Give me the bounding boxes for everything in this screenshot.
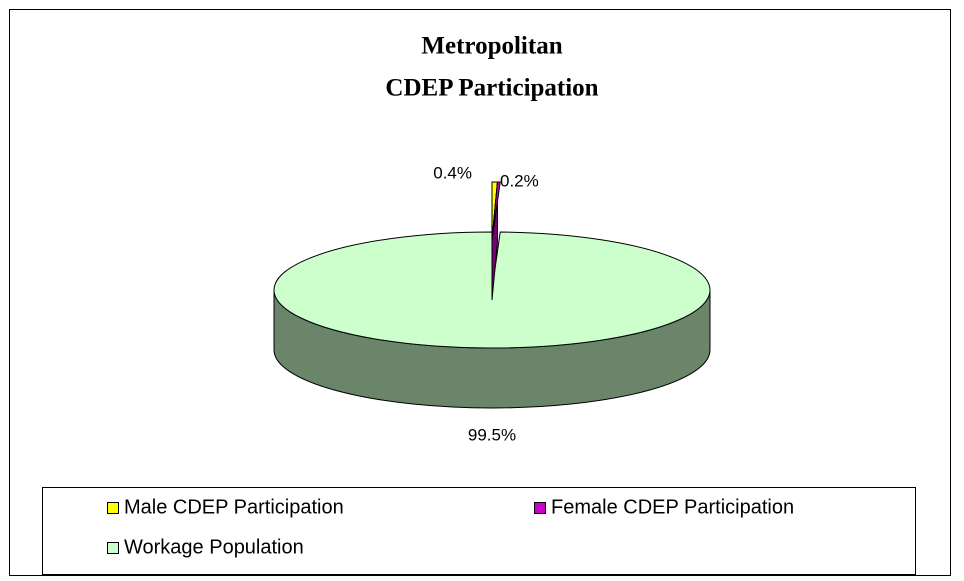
legend-box <box>42 487 916 575</box>
data-label: 99.5% <box>468 425 516 444</box>
slice <box>491 181 501 241</box>
data-label: 0.2% <box>500 171 539 190</box>
chart-title: Metropolitan <box>421 33 562 60</box>
chart-title: CDEP Participation <box>385 75 598 102</box>
legend-label: Female CDEP Participation <box>551 496 794 518</box>
data-label: 0.4% <box>433 163 472 182</box>
legend-label: Male CDEP Participation <box>124 496 344 518</box>
legend-swatch <box>534 502 546 514</box>
legend-swatch <box>107 502 119 514</box>
legend-label: Workage Population <box>124 536 304 558</box>
legend-swatch <box>107 542 119 554</box>
